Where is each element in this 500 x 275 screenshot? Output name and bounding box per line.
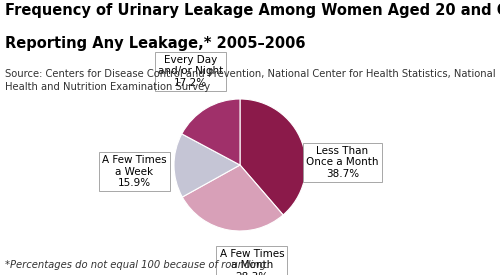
Wedge shape bbox=[182, 165, 283, 231]
Text: Every Day
and/or Night
17.2%: Every Day and/or Night 17.2% bbox=[158, 55, 223, 88]
Text: Source: Centers for Disease Control and Prevention, National Center for Health S: Source: Centers for Disease Control and … bbox=[5, 69, 496, 92]
Wedge shape bbox=[240, 99, 306, 215]
Text: Reporting Any Leakage,* 2005–2006: Reporting Any Leakage,* 2005–2006 bbox=[5, 36, 306, 51]
Text: *Percentages do not equal 100 because of rounding.: *Percentages do not equal 100 because of… bbox=[5, 260, 269, 270]
Text: A Few Times
a Month
28.3%: A Few Times a Month 28.3% bbox=[220, 249, 284, 275]
Wedge shape bbox=[174, 134, 240, 197]
Text: Less Than
Once a Month
38.7%: Less Than Once a Month 38.7% bbox=[306, 146, 378, 179]
Wedge shape bbox=[182, 99, 240, 165]
Text: Frequency of Urinary Leakage Among Women Aged 20 and Older: Frequency of Urinary Leakage Among Women… bbox=[5, 3, 500, 18]
Text: A Few Times
a Week
15.9%: A Few Times a Week 15.9% bbox=[102, 155, 166, 188]
